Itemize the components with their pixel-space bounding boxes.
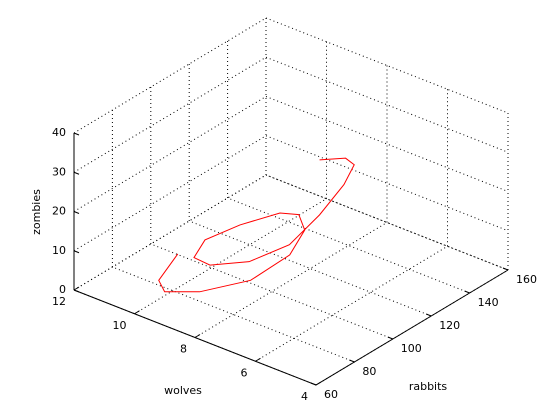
y-tick-label: 4: [301, 390, 308, 403]
z-tick-label: 30: [52, 165, 66, 178]
tick-mark: [73, 132, 80, 136]
z-tick-label: 0: [59, 283, 66, 296]
grid-line: [150, 243, 393, 340]
x-axis: [315, 269, 509, 386]
tick-mark: [134, 310, 140, 315]
data-line: [158, 157, 355, 293]
grid-line: [265, 135, 509, 232]
x-tick-label: 60: [324, 388, 338, 401]
z-tick-label: 10: [52, 244, 66, 257]
grid-line: [112, 266, 355, 363]
y-axis-label: wolves: [164, 384, 202, 397]
grid-line: [265, 96, 509, 192]
tick-mark: [73, 171, 80, 175]
grid-line: [265, 174, 509, 271]
y-tick-label: 10: [113, 319, 127, 332]
x-tick-label: 80: [362, 365, 376, 378]
grid-line: [189, 220, 432, 317]
z-tick-label: 40: [52, 126, 66, 139]
grid-line: [265, 174, 509, 271]
tick-mark: [387, 336, 393, 340]
tick-mark: [315, 381, 322, 386]
x-tick-label: 160: [516, 273, 537, 286]
tick-mark: [73, 289, 80, 293]
grid-line: [227, 197, 470, 294]
tick-mark: [73, 250, 80, 254]
x-axis-label: rabbits: [409, 380, 448, 393]
tick-mark: [426, 313, 432, 317]
z-tick-label: 20: [52, 205, 66, 218]
tick-mark: [310, 382, 317, 386]
x-tick-label: 100: [401, 342, 422, 355]
tick-mark: [502, 267, 509, 271]
tick-mark: [349, 359, 355, 363]
tick-mark: [73, 286, 80, 291]
tick-mark: [194, 334, 201, 338]
tick-mark: [73, 211, 80, 214]
x-tick-label: 140: [478, 296, 499, 309]
grid-line: [265, 56, 509, 153]
z-axis-label: zombies: [30, 189, 43, 235]
y-tick-label: 8: [180, 343, 187, 356]
tick-mark: [464, 290, 470, 294]
grid-line: [265, 17, 509, 114]
y-tick-label: 12: [52, 295, 66, 308]
tick-mark: [255, 357, 261, 362]
y-tick-label: 6: [241, 366, 248, 379]
x-tick-label: 120: [439, 319, 460, 332]
